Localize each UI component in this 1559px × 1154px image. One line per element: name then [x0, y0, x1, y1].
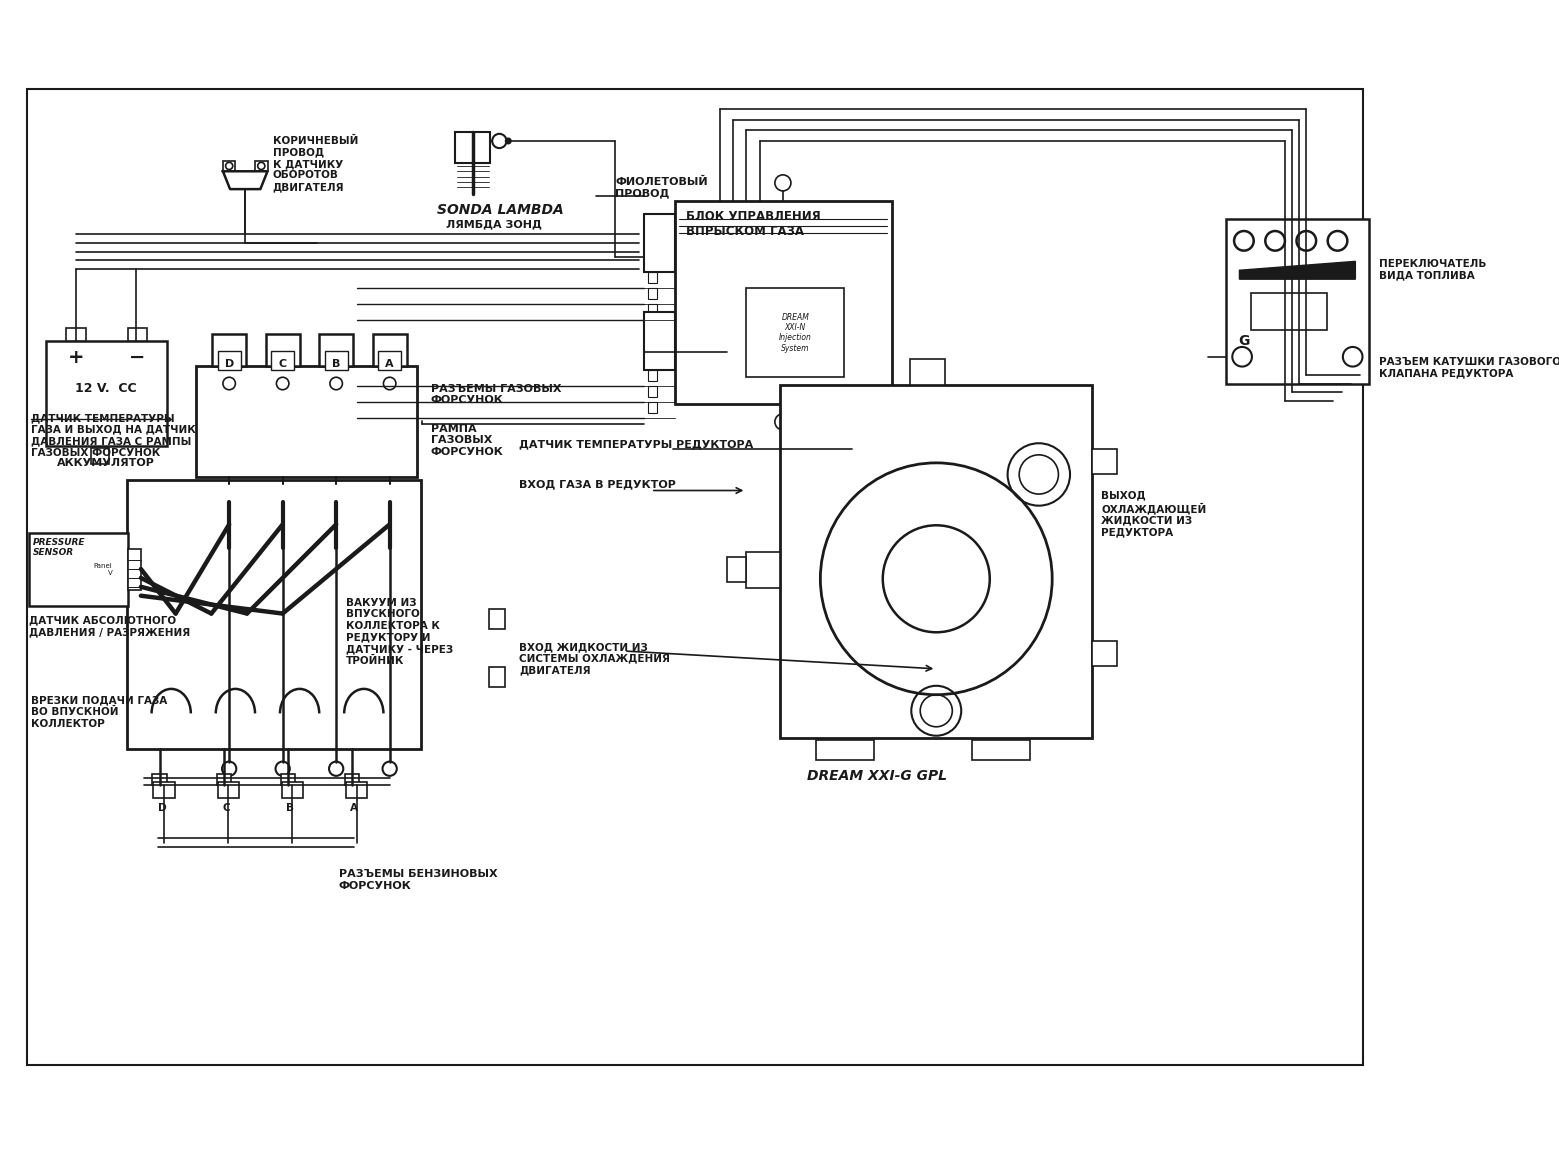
- Bar: [212, 335, 246, 366]
- Text: ДАТЧИК ТЕМПЕРАТУРЫ
ГАЗА И ВЫХОД НА ДАТЧИК
ДАВЛЕНИЯ ГАЗА С РАМПЫ
ГАЗОВЫХ ФОРСУНОК: ДАТЧИК ТЕМПЕРАТУРЫ ГАЗА И ВЫХОД НА ДАТЧИ…: [31, 413, 196, 458]
- Bar: [649, 288, 658, 299]
- Text: DREAM
XXI-N
Injection
System: DREAM XXI-N Injection System: [780, 313, 812, 353]
- Text: ВХОД ГАЗА В РЕДУКТОР: ВХОД ГАЗА В РЕДУКТОР: [519, 480, 677, 489]
- Bar: [282, 782, 302, 799]
- Polygon shape: [223, 171, 268, 189]
- Bar: [320, 335, 352, 366]
- Text: SONDA LAMBDA: SONDA LAMBDA: [437, 203, 564, 217]
- Text: РАЗЪЕМ КАТУШКИ ГАЗОВОГО
КЛАПАНА РЕДУКТОРА: РАЗЪЕМ КАТУШКИ ГАЗОВОГО КЛАПАНА РЕДУКТОР…: [1380, 357, 1559, 379]
- Bar: [373, 335, 407, 366]
- Bar: [649, 403, 658, 413]
- Text: +: +: [67, 347, 84, 367]
- Polygon shape: [1239, 261, 1355, 279]
- Bar: [1093, 642, 1118, 666]
- Bar: [379, 351, 401, 370]
- Text: ДАТЧИК АБСОЛЮТНОГО
ДАВЛЕНИЯ / РАЗРЯЖЕНИЯ: ДАТЧИК АБСОЛЮТНОГО ДАВЛЕНИЯ / РАЗРЯЖЕНИЯ: [28, 615, 190, 637]
- Text: −: −: [129, 347, 145, 367]
- Bar: [223, 160, 235, 171]
- Text: D: D: [224, 359, 234, 368]
- Bar: [256, 160, 268, 171]
- Bar: [126, 480, 421, 749]
- Text: ЛЯМБДА ЗОНД: ЛЯМБДА ЗОНД: [446, 219, 541, 230]
- Bar: [218, 782, 239, 799]
- Text: D: D: [157, 802, 167, 812]
- Bar: [324, 351, 348, 370]
- Bar: [909, 359, 945, 385]
- Bar: [780, 385, 1093, 737]
- Text: ВАКУУМ ИЗ
ВПУСКНОГО
КОЛЛЕКТОРА К
РЕДУКТОРУ И
ДАТЧИКУ - ЧЕРЕЗ
ТРОЙНИК: ВАКУУМ ИЗ ВПУСКНОГО КОЛЛЕКТОРА К РЕДУКТО…: [346, 598, 454, 666]
- Bar: [65, 328, 86, 340]
- Circle shape: [505, 138, 511, 143]
- Text: PRESSURE
SENSOR: PRESSURE SENSOR: [33, 538, 86, 557]
- Text: C: C: [279, 359, 287, 368]
- Bar: [346, 782, 368, 799]
- Bar: [153, 774, 167, 785]
- Text: РАМПА
ГАЗОВЫХ
ФОРСУНОК: РАМПА ГАЗОВЫХ ФОРСУНОК: [430, 424, 504, 457]
- Text: B: B: [332, 359, 340, 368]
- Bar: [271, 351, 295, 370]
- Bar: [649, 305, 658, 315]
- Bar: [675, 201, 892, 404]
- Text: ДАТЧИК ТЕМПЕРАТУРЫ РЕДУКТОРА: ДАТЧИК ТЕМПЕРАТУРЫ РЕДУКТОРА: [519, 440, 753, 450]
- Text: DREAM XXI-G GPL: DREAM XXI-G GPL: [808, 769, 946, 782]
- Text: КОРИЧНЕВЫЙ
ПРОВОД
К ДАТЧИКУ
ОБОРОТОВ
ДВИГАТЕЛЯ: КОРИЧНЕВЫЙ ПРОВОД К ДАТЧИКУ ОБОРОТОВ ДВИ…: [273, 136, 359, 192]
- Text: G: G: [1238, 335, 1250, 349]
- Bar: [1093, 450, 1118, 474]
- Text: ВРЕЗКИ ПОДАЧИ ГАЗА
ВО ВПУСКНОЙ
КОЛЛЕКТОР: ВРЕЗКИ ПОДАЧИ ГАЗА ВО ВПУСКНОЙ КОЛЛЕКТОР: [31, 696, 167, 729]
- Bar: [28, 533, 128, 606]
- Bar: [128, 549, 140, 591]
- Bar: [1225, 218, 1369, 383]
- Bar: [815, 740, 875, 759]
- Text: ПЕРЕКЛЮЧАТЕЛЬ
ВИДА ТОПЛИВА: ПЕРЕКЛЮЧАТЕЛЬ ВИДА ТОПЛИВА: [1380, 258, 1487, 280]
- Text: A: A: [351, 802, 359, 812]
- Bar: [128, 328, 147, 340]
- Text: ВХОД ЖИДКОСТИ ИЗ
СИСТЕМЫ ОХЛАЖДЕНИЯ
ДВИГАТЕЛЯ: ВХОД ЖИДКОСТИ ИЗ СИСТЕМЫ ОХЛАЖДЕНИЯ ДВИГ…: [519, 642, 670, 675]
- Text: 12 V.  CC: 12 V. CC: [75, 382, 137, 396]
- Bar: [644, 215, 675, 272]
- Bar: [488, 667, 505, 687]
- Text: РАЗЪЕМЫ ГАЗОВЫХ
ФОРСУНОК: РАЗЪЕМЫ ГАЗОВЫХ ФОРСУНОК: [430, 383, 561, 405]
- Text: ВЫХОД
ОХЛАЖДАЮЩЕЙ
ЖИДКОСТИ ИЗ
РЕДУКТОРА: ВЫХОД ОХЛАЖДАЮЩЕЙ ЖИДКОСТИ ИЗ РЕДУКТОРА: [1101, 490, 1207, 538]
- Bar: [488, 609, 505, 629]
- Bar: [726, 557, 747, 583]
- Bar: [217, 774, 231, 785]
- Bar: [747, 288, 845, 377]
- Bar: [90, 448, 109, 464]
- Text: БЛОК УПРАВЛЕНИЯ
ВПРЫСКОМ ГАЗА: БЛОК УПРАВЛЕНИЯ ВПРЫСКОМ ГАЗА: [686, 210, 820, 238]
- Bar: [218, 351, 240, 370]
- Bar: [455, 132, 491, 163]
- Text: Panel
V: Panel V: [94, 563, 112, 576]
- Text: B: B: [287, 802, 295, 812]
- Text: ФИОЛЕТОВЫЙ
ПРОВОД: ФИОЛЕТОВЫЙ ПРОВОД: [616, 177, 708, 198]
- Bar: [644, 313, 675, 370]
- Bar: [649, 370, 658, 381]
- Text: РАЗЪЕМЫ БЕНЗИНОВЫХ
ФОРСУНОК: РАЗЪЕМЫ БЕНЗИНОВЫХ ФОРСУНОК: [338, 869, 497, 891]
- Bar: [196, 366, 418, 477]
- Text: A: A: [385, 359, 394, 368]
- Bar: [649, 387, 658, 397]
- Bar: [345, 774, 359, 785]
- Bar: [281, 774, 295, 785]
- Text: C: C: [221, 802, 229, 812]
- Bar: [971, 740, 1030, 759]
- Bar: [153, 782, 175, 799]
- Bar: [747, 552, 780, 587]
- Bar: [47, 340, 167, 445]
- Bar: [265, 335, 299, 366]
- Bar: [649, 272, 658, 283]
- Text: АККУМУЛЯТОР: АККУМУЛЯТОР: [58, 458, 154, 469]
- Bar: [1250, 293, 1327, 330]
